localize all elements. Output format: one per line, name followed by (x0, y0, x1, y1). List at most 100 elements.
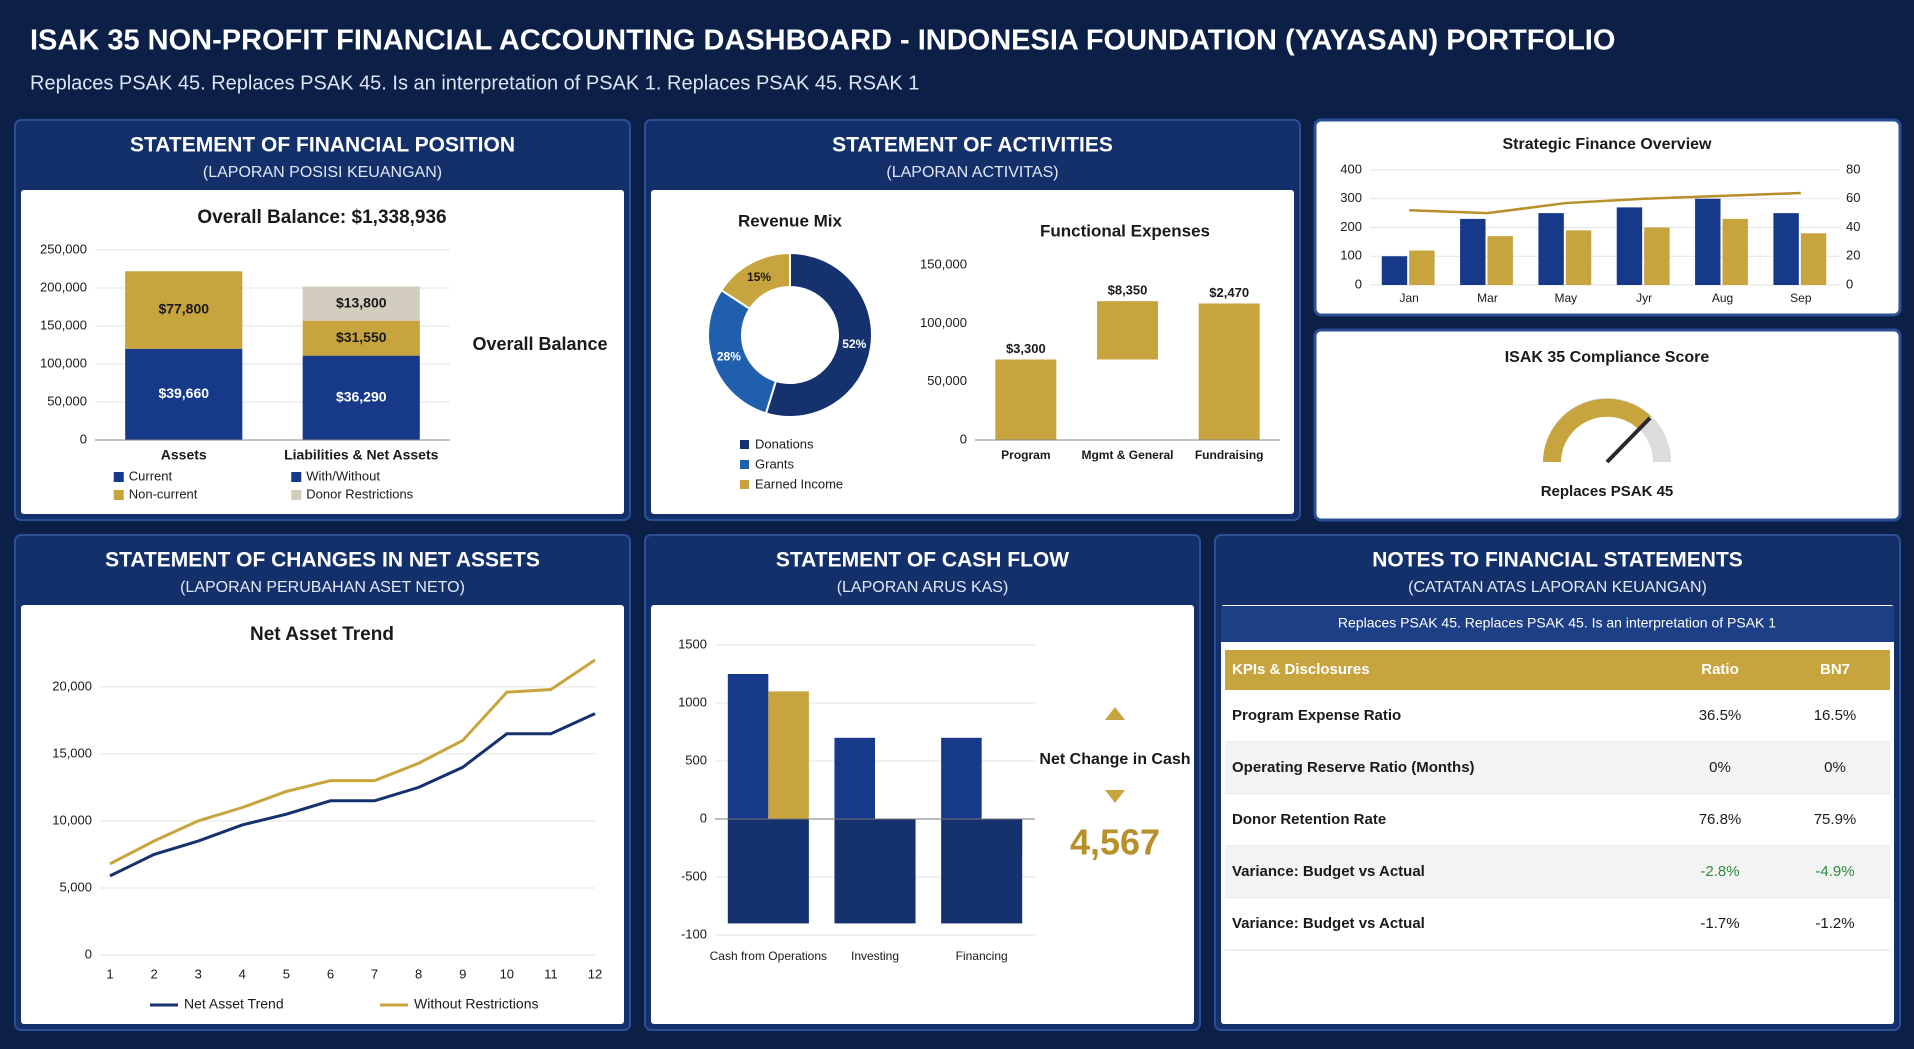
x-tick-label: Cash from Operations (710, 949, 827, 963)
y-tick-label: 20,000 (52, 678, 92, 693)
table-cell: 0% (1824, 759, 1846, 776)
banner (1221, 606, 1894, 642)
x-tick-label: Investing (851, 949, 899, 963)
table-cell: Variance: Budget vs Actual (1232, 863, 1425, 880)
segment-label: $39,660 (158, 385, 209, 401)
banner-text: Replaces PSAK 45. Replaces PSAK 45. Is a… (1338, 615, 1776, 631)
bar (1381, 256, 1408, 285)
y-tick-label: 100,000 (40, 355, 87, 370)
column-header: Ratio (1701, 661, 1739, 678)
y-tick-label: 60 (1846, 190, 1860, 205)
segment-label: $31,550 (336, 329, 387, 345)
bar (1409, 250, 1435, 285)
x-tick-label: 6 (327, 966, 334, 981)
bar-segment (302, 355, 420, 440)
table-row (1225, 794, 1890, 846)
table-row (1225, 898, 1890, 950)
table-cell: 16.5% (1814, 707, 1857, 724)
y-tick-label: 0 (700, 810, 707, 825)
donut-slice (719, 251, 791, 311)
y-tick-label: 0 (85, 946, 92, 961)
x-tick-label: Financing (956, 949, 1008, 963)
panel (1313, 328, 1902, 522)
arrow-down (1105, 790, 1125, 803)
bar-segment (302, 320, 420, 356)
bar (1722, 218, 1748, 285)
chart-title: Overall Balance: $1,338,936 (197, 207, 446, 228)
x-tick-label: 12 (588, 966, 602, 981)
x-tick-label: Mgmt & General (1081, 448, 1173, 462)
bar-label: $8,350 (1108, 283, 1148, 298)
dashboard-title: ISAK 35 NON-PROFIT FINANCIAL ACCOUNTING … (30, 25, 1615, 57)
bar-segment (125, 271, 243, 349)
x-tick-label: Liabilities & Net Assets (284, 447, 439, 463)
legend-swatch (740, 480, 749, 489)
table-row (1225, 690, 1890, 742)
x-tick-label: Aug (1712, 291, 1733, 305)
y-tick-label: 100 (1340, 248, 1362, 263)
bar (941, 737, 982, 819)
panel-title: STATEMENT OF CHANGES IN NET ASSETS (105, 549, 540, 572)
gauge-needle (1605, 416, 1652, 464)
table-row (1225, 846, 1890, 898)
y-tick-label: 50,000 (47, 393, 87, 408)
y-tick-label: 15,000 (52, 745, 92, 760)
table-cell: Program Expense Ratio (1232, 707, 1401, 724)
legend-label: Net Asset Trend (184, 996, 284, 1012)
legend-swatch (113, 490, 124, 500)
bar (1565, 230, 1592, 285)
y-tick-label: 400 (1340, 161, 1362, 176)
gauge-fill (1543, 398, 1652, 463)
y-tick-label: 40 (1846, 219, 1860, 234)
y-tick-label: 0 (1355, 276, 1362, 291)
panel-title: NOTES TO FINANCIAL STATEMENTS (1372, 549, 1743, 572)
chart-title: Revenue Mix (738, 211, 842, 230)
table-cell: Variance: Budget vs Actual (1232, 915, 1425, 932)
y-tick-label: 200 (1340, 219, 1362, 234)
panel-subtitle: (LAPORAN PERUBAHAN ASET NETO) (180, 579, 465, 596)
x-tick-label: 9 (459, 966, 466, 981)
y-tick-label: 50,000 (927, 373, 967, 388)
legend-swatch (291, 472, 302, 482)
waterfall-bar (1097, 301, 1158, 360)
table-cell: -4.9% (1815, 863, 1854, 880)
x-tick-label: Mar (1477, 291, 1498, 305)
bar (727, 819, 809, 924)
bar-label: $3,300 (1006, 341, 1046, 356)
dashboard-subtitle: Replaces PSAK 45. Replaces PSAK 45. Is a… (30, 72, 919, 94)
table-row (1225, 742, 1890, 794)
legend-label: Earned Income (755, 476, 843, 491)
segment-label: $13,800 (336, 294, 387, 310)
bar (834, 819, 916, 924)
y-tick-label: 300 (1340, 190, 1362, 205)
legend-swatch (740, 460, 749, 469)
y-tick-label: 500 (685, 752, 707, 767)
line-series (109, 712, 596, 878)
y-tick-label: 150,000 (40, 317, 87, 332)
chart-title: ISAK 35 Compliance Score (1505, 349, 1710, 366)
x-tick-label: Assets (161, 447, 207, 463)
line-series (109, 658, 596, 866)
x-tick-label: 7 (371, 966, 378, 981)
panel-title: STATEMENT OF CASH FLOW (776, 549, 1069, 572)
y-tick-label: 250,000 (40, 241, 87, 256)
panel-subtitle: (LAPORAN ACTIVITAS) (886, 164, 1058, 181)
x-tick-label: 1 (106, 966, 113, 981)
legend-label: Grants (755, 456, 795, 471)
panel-title: STATEMENT OF ACTIVITIES (832, 134, 1113, 157)
donut-slice (707, 288, 778, 415)
bar-segment (302, 286, 420, 321)
chart-title: Net Asset Trend (250, 624, 394, 645)
y-tick-label: 0 (960, 431, 967, 446)
x-tick-label: 5 (283, 966, 290, 981)
legend-swatch (113, 472, 124, 482)
net-change-label: Net Change in Cash (1039, 751, 1190, 768)
segment-label: $77,800 (158, 301, 209, 317)
net-change-value: 4,567 (1070, 822, 1160, 863)
x-tick-label: 4 (239, 966, 246, 981)
table-cell: 76.8% (1699, 811, 1742, 828)
legend-label: Without Restrictions (414, 996, 538, 1012)
x-tick-label: 10 (500, 966, 514, 981)
donut-slice (764, 251, 873, 418)
